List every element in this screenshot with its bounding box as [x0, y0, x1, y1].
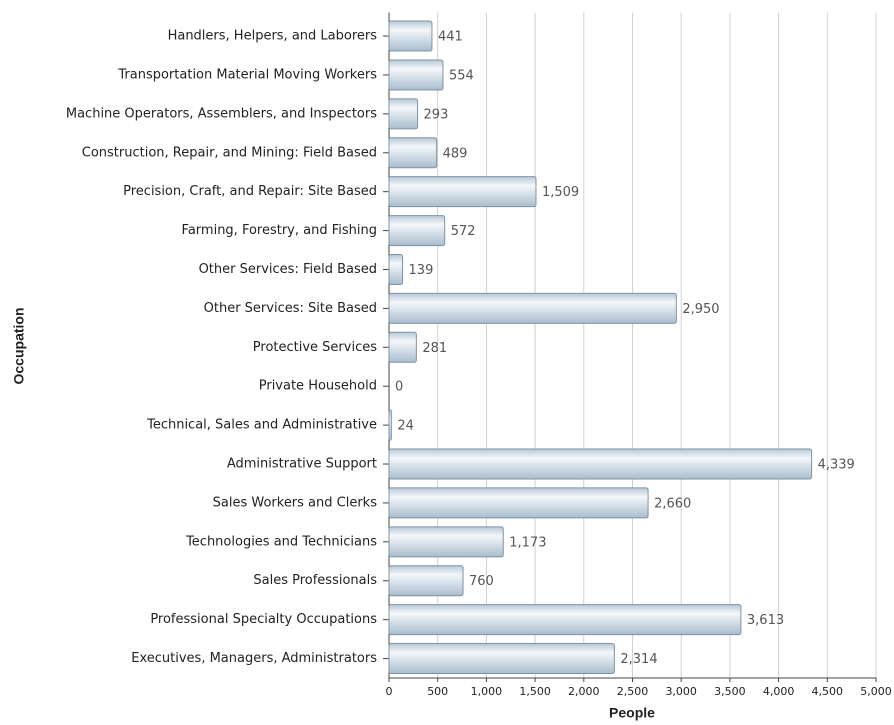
x-tick-label: 1,500: [519, 685, 551, 698]
bar: [388, 137, 438, 169]
value-label: 554: [449, 68, 474, 83]
x-tick-label: 2,000: [568, 685, 600, 698]
value-label: 281: [422, 341, 447, 356]
y-tick-label: Private Household: [259, 379, 377, 394]
bar: [388, 643, 615, 675]
bar: [388, 331, 417, 363]
bar: [388, 20, 433, 52]
value-label: 139: [409, 263, 434, 278]
y-tick-label: Administrative Support: [227, 457, 377, 472]
y-tick-label: Professional Specialty Occupations: [150, 612, 377, 627]
value-label: 293: [424, 107, 449, 122]
value-label: 2,950: [682, 302, 719, 317]
value-label: 0: [395, 380, 403, 395]
y-tick-label: Technologies and Technicians: [185, 534, 377, 549]
value-label: 24: [397, 419, 414, 434]
y-tick-label: Sales Workers and Clerks: [213, 495, 378, 510]
x-tick-label: 4,500: [812, 685, 844, 698]
bar: [388, 526, 504, 558]
value-label: 489: [443, 146, 468, 161]
y-tick-label: Handlers, Helpers, and Laborers: [168, 29, 378, 44]
bar: [388, 448, 813, 480]
y-tick-label: Sales Professionals: [253, 573, 377, 588]
y-tick-label: Transportation Material Moving Workers: [117, 67, 377, 82]
bar: [388, 98, 419, 130]
x-tick-label: 4,000: [763, 685, 795, 698]
bar: [388, 565, 464, 597]
y-tick-label: Farming, Forestry, and Fishing: [182, 223, 377, 238]
value-label: 760: [469, 574, 494, 589]
bar: [388, 292, 677, 324]
x-axis-title: People: [609, 705, 655, 721]
value-label: 1,173: [509, 535, 546, 550]
x-tick-label: 3,500: [714, 685, 746, 698]
bar: [388, 409, 392, 441]
value-label: 441: [438, 30, 463, 45]
bar: [388, 59, 444, 91]
bar: [388, 253, 404, 285]
x-tick-label: 1,000: [471, 685, 503, 698]
y-tick-label: Protective Services: [253, 340, 377, 355]
x-tick-label: 500: [427, 685, 448, 698]
x-tick-label: 0: [386, 685, 393, 698]
y-tick-label: Precision, Craft, and Repair: Site Based: [123, 184, 377, 199]
y-tick-label: Technical, Sales and Administrative: [146, 418, 377, 433]
value-label: 2,314: [620, 652, 657, 667]
y-axis-title: Occupation: [11, 307, 27, 384]
value-label: 572: [451, 224, 476, 239]
y-tick-label: Executives, Managers, Administrators: [131, 651, 377, 666]
y-tick-label: Machine Operators, Assemblers, and Inspe…: [66, 106, 377, 121]
x-tick-label: 3,000: [665, 685, 697, 698]
bar: [388, 487, 649, 519]
value-label: 1,509: [542, 185, 579, 200]
x-tick-label: 5,000: [860, 685, 892, 698]
bar: [388, 604, 742, 636]
x-tick-label: 2,500: [617, 685, 649, 698]
bar: [388, 176, 537, 208]
y-tick-label: Other Services: Field Based: [199, 262, 377, 277]
value-label: 2,660: [654, 496, 691, 511]
bar: [388, 215, 446, 247]
value-label: 3,613: [747, 613, 784, 628]
y-tick-label: Other Services: Site Based: [204, 301, 377, 316]
y-tick-label: Construction, Repair, and Mining: Field …: [82, 145, 377, 160]
value-label: 4,339: [818, 458, 855, 473]
